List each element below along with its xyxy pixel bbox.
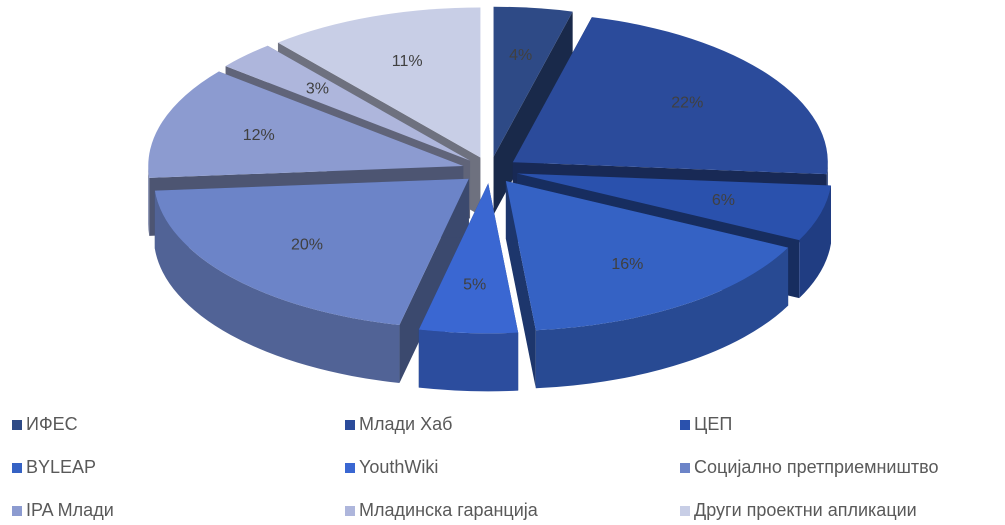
data-label: 12% <box>243 127 275 144</box>
slice-side <box>799 185 831 299</box>
slice-side <box>418 329 519 392</box>
slice-top <box>516 173 831 241</box>
slice-top <box>418 183 519 334</box>
data-label: 5% <box>463 276 486 293</box>
data-label: 6% <box>712 192 735 209</box>
legend-label: IPA Млади <box>26 500 114 520</box>
data-label: 16% <box>611 256 643 273</box>
legend-label: Социјално претприемништво <box>694 457 939 477</box>
legend-label: Младинска гаранција <box>359 500 539 520</box>
slice-top <box>225 45 471 161</box>
legend-label: Млади Хаб <box>359 414 452 434</box>
legend-swatch <box>680 506 690 516</box>
data-label: 20% <box>291 237 323 254</box>
legend-swatch <box>680 420 690 430</box>
legend-label: ИФЕС <box>26 414 78 434</box>
slice <box>154 178 469 384</box>
legend-label: Други проектни апликации <box>694 500 917 520</box>
legend-swatch <box>12 420 22 430</box>
data-label: 3% <box>306 80 329 97</box>
legend-swatch <box>12 506 22 516</box>
legend-label: ЦЕП <box>694 414 732 434</box>
slice-top <box>505 180 789 331</box>
legend-label: BYLEAP <box>26 457 96 477</box>
data-label: 22% <box>671 94 703 111</box>
legend-swatch <box>345 506 355 516</box>
slice-top <box>148 71 464 178</box>
slice <box>505 180 789 389</box>
slice <box>418 183 519 392</box>
legend-swatch <box>12 463 22 473</box>
legend-swatch <box>345 420 355 430</box>
slice-top <box>512 17 828 175</box>
slice-top <box>154 178 469 326</box>
slice-top <box>277 7 481 158</box>
slice-side <box>148 166 150 236</box>
data-label: 4% <box>509 47 532 64</box>
legend-label: YouthWiki <box>359 457 438 477</box>
legend-swatch <box>345 463 355 473</box>
slice-top <box>493 6 573 157</box>
slice-side <box>154 190 400 384</box>
slice-side <box>535 247 789 389</box>
slice-wall <box>505 180 536 389</box>
legend-swatch <box>680 463 690 473</box>
data-label: 11% <box>392 53 423 70</box>
